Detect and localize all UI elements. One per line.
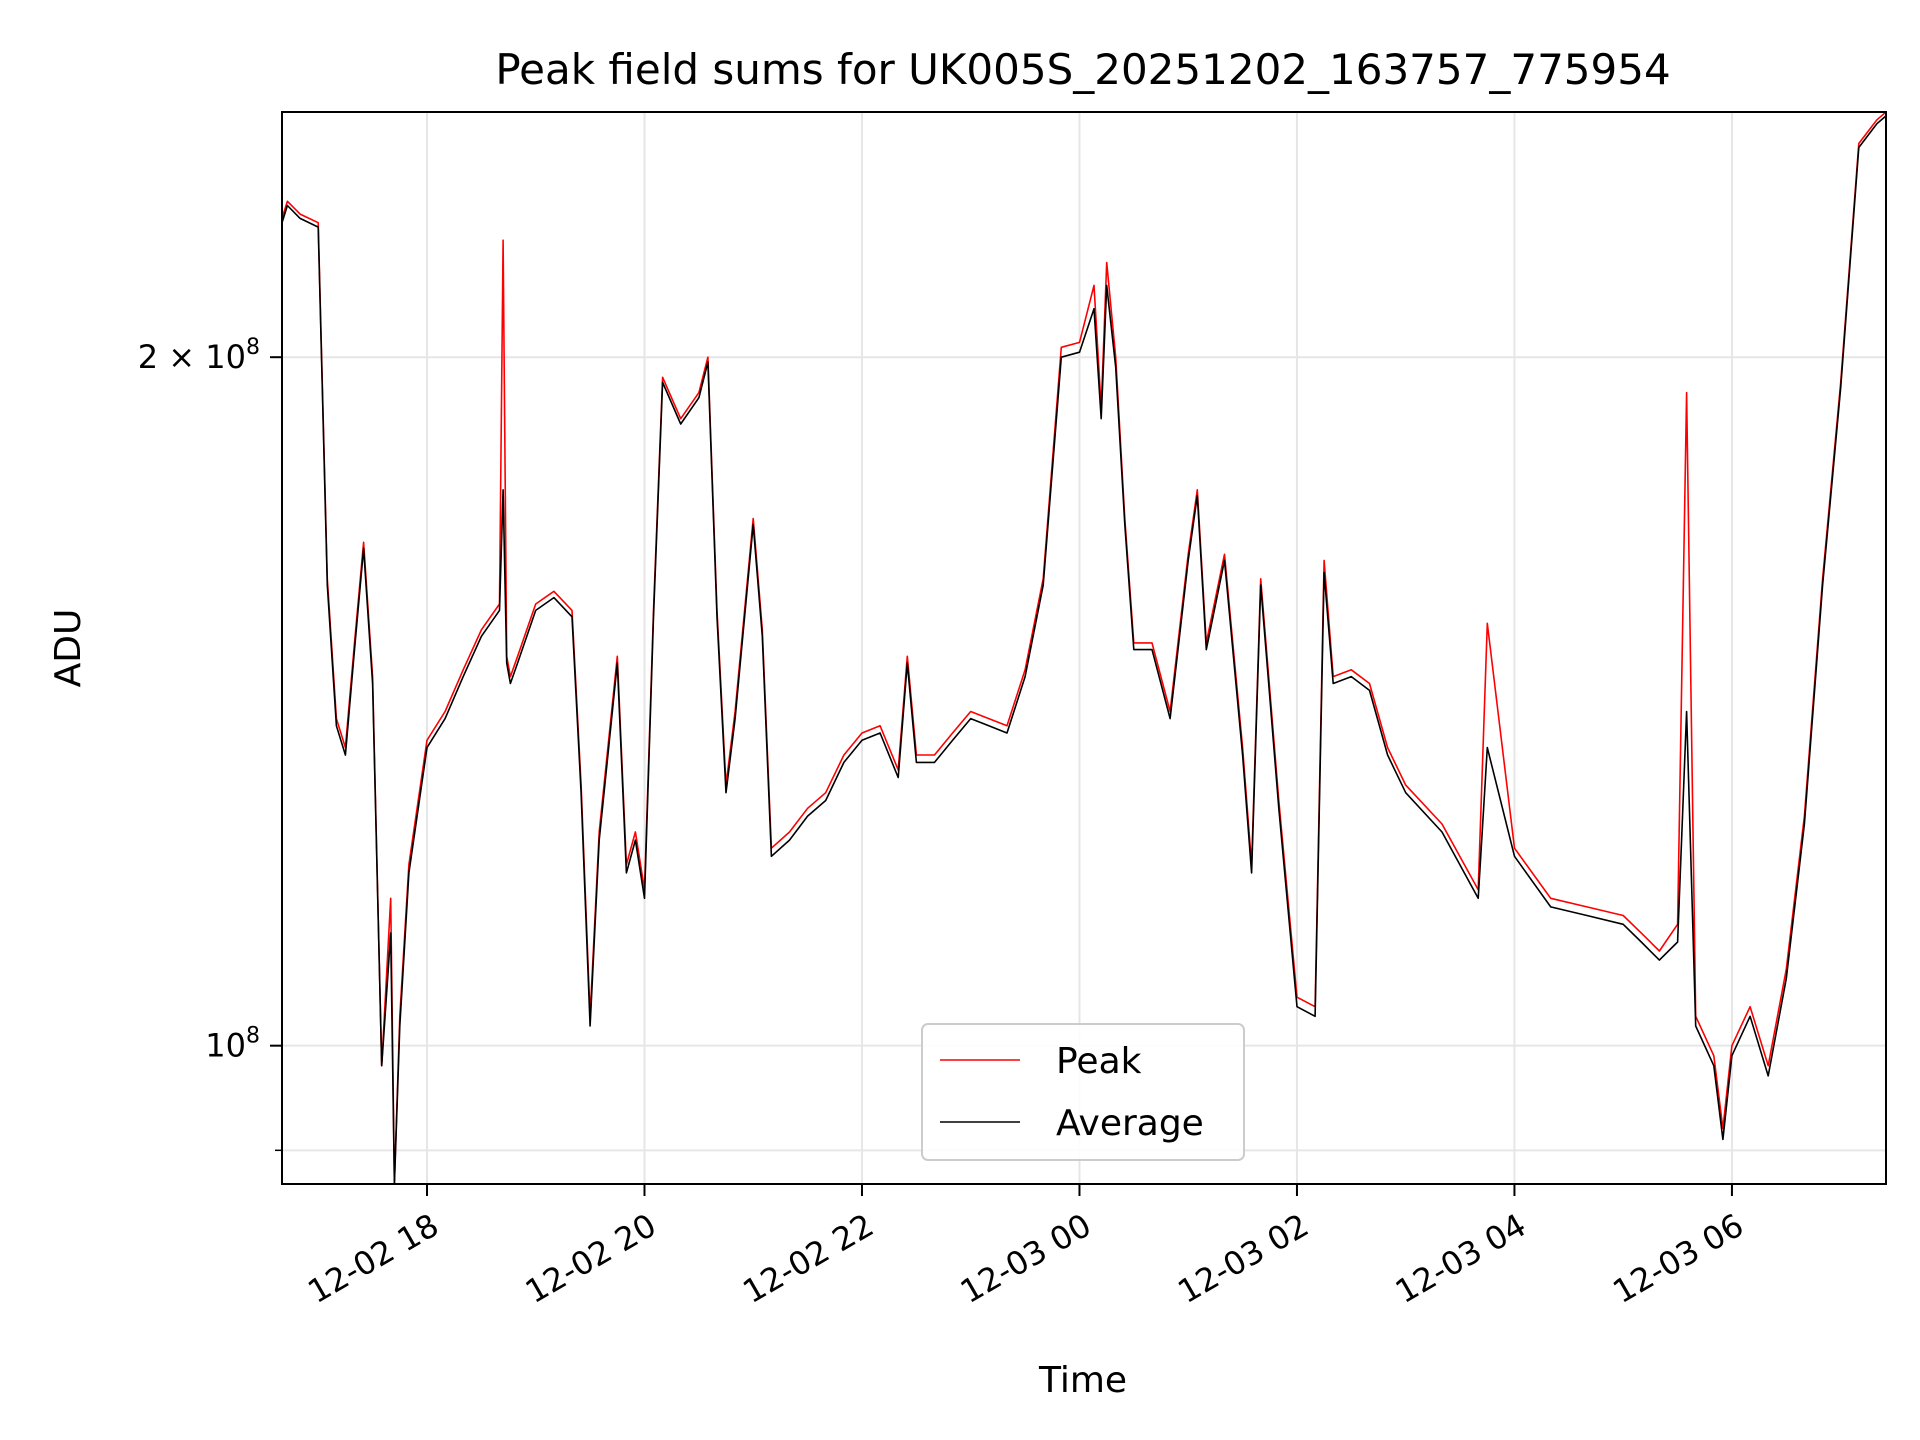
y-tick-label-part: 10 — [205, 338, 246, 376]
y-tick-label-part: 8 — [246, 335, 260, 360]
plot-frame — [281, 111, 1887, 1185]
y-tick-label-part: 2 — [138, 338, 158, 376]
y-tick-label: 2 × 108 — [138, 335, 260, 376]
y-tick-label: 108 — [205, 1024, 260, 1065]
legend: Peak Average — [921, 1023, 1245, 1161]
chart-title: Peak field sums for UK005S_20251202_1637… — [495, 45, 1670, 94]
legend-box — [921, 1023, 1245, 1161]
series-lines — [282, 112, 1886, 1184]
series-line-average — [282, 115, 1886, 1184]
x-axis-label: Time — [1038, 1360, 1127, 1401]
grid — [282, 112, 1886, 1184]
y-tick-label-part: 8 — [246, 1024, 260, 1049]
y-tick-label-part: 10 — [205, 1027, 246, 1065]
legend-peak-label: Peak — [1056, 1041, 1142, 1082]
y-axis-label: ADU — [48, 609, 89, 688]
y-tick-label-part: × — [158, 338, 205, 376]
legend-average-label: Average — [1056, 1103, 1204, 1144]
series-line-peak — [282, 112, 1886, 1184]
